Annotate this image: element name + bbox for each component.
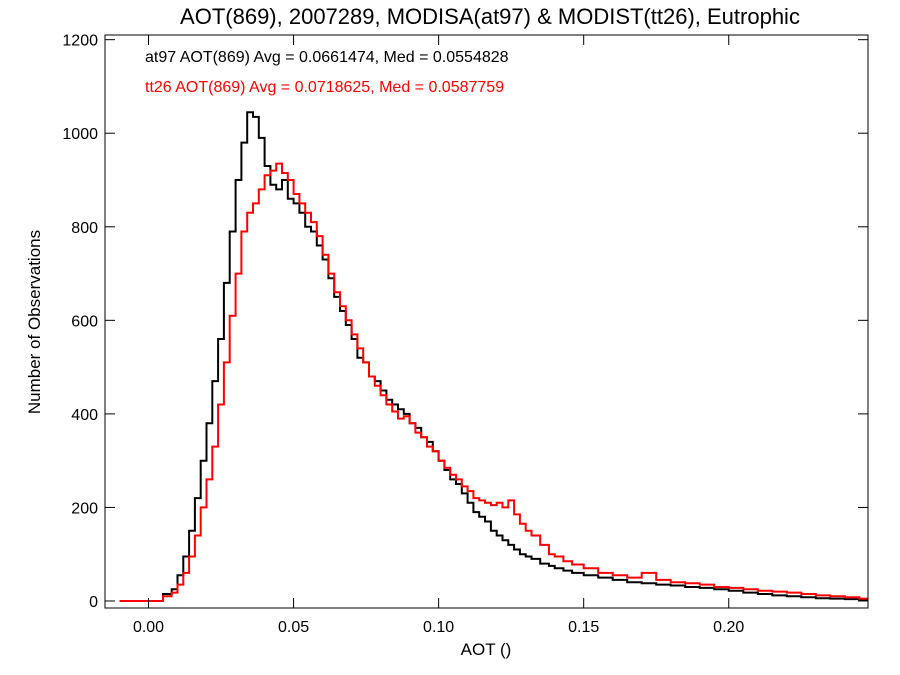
series-line-at97: [119, 111, 868, 602]
y-axis-label: Number of Observations: [25, 230, 44, 414]
y-tick-label: 800: [71, 220, 98, 237]
x-tick-label: 0.00: [133, 619, 164, 636]
chart-title: AOT(869), 2007289, MODISA(at97) & MODIST…: [180, 4, 800, 29]
series-layer: [119, 111, 868, 602]
x-axis-label: AOT (): [461, 640, 512, 659]
x-axis: 0.00 0.05 0.10 0.15 0.20: [133, 35, 744, 636]
y-tick-label: 400: [71, 407, 98, 424]
y-tick-label: 1200: [62, 33, 98, 50]
y-axis: 0 200 400 600 800 1000 1200: [62, 33, 868, 611]
y-tick-label: 200: [71, 500, 98, 517]
y-tick-label: 0: [89, 594, 98, 611]
legend-entry-at97: at97 AOT(869) Avg = 0.0661474, Med = 0.0…: [145, 49, 509, 66]
x-tick-label: 0.10: [423, 619, 454, 636]
legend-entry-tt26: tt26 AOT(869) Avg = 0.0718625, Med = 0.0…: [145, 79, 504, 96]
series-line-tt26: [119, 162, 868, 602]
x-tick-label: 0.15: [568, 619, 599, 636]
x-tick-label: 0.20: [713, 619, 744, 636]
plot-frame: [104, 34, 869, 609]
x-tick-label: 0.05: [278, 619, 309, 636]
y-tick-label: 600: [71, 313, 98, 330]
y-tick-label: 1000: [62, 126, 98, 143]
